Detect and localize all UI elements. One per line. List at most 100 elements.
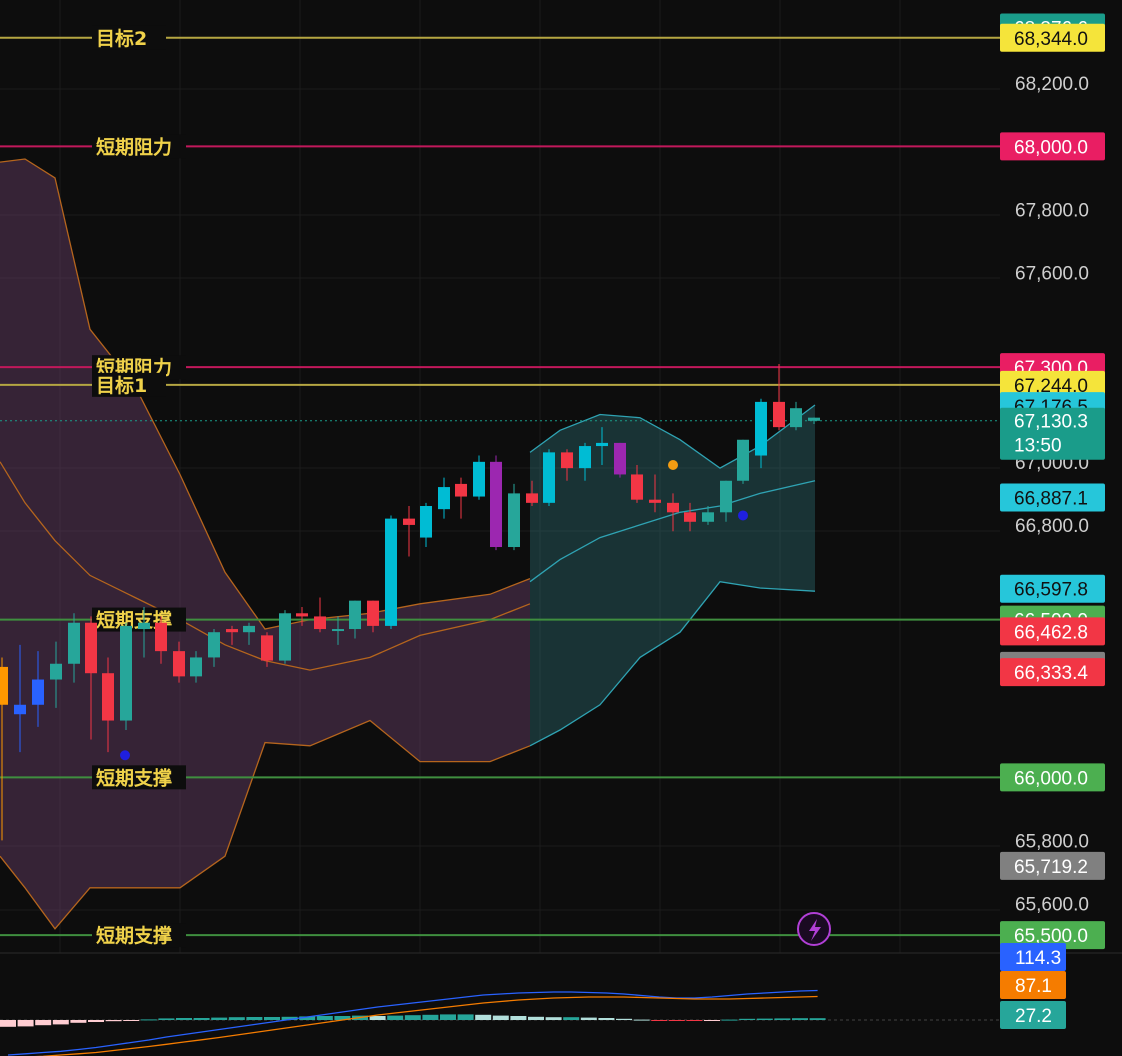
candle-body[interactable] — [614, 442, 626, 475]
candle[interactable] — [102, 657, 114, 753]
candle[interactable] — [490, 455, 502, 551]
candle[interactable] — [296, 606, 308, 626]
candle-body[interactable] — [138, 622, 150, 630]
candle[interactable] — [32, 651, 44, 727]
candle[interactable] — [755, 398, 767, 469]
candle-body[interactable] — [261, 635, 273, 661]
candle[interactable] — [790, 401, 802, 431]
candle[interactable] — [543, 449, 555, 507]
candle-body[interactable] — [50, 663, 62, 680]
candle-body[interactable] — [102, 673, 114, 721]
candle[interactable] — [420, 502, 432, 548]
candle[interactable] — [243, 622, 255, 645]
candle[interactable] — [737, 439, 749, 484]
candle[interactable] — [403, 506, 415, 557]
candle[interactable] — [68, 613, 80, 683]
candle[interactable] — [702, 506, 714, 525]
candle-body[interactable] — [455, 483, 467, 497]
lightning-icon[interactable] — [809, 919, 821, 941]
candle[interactable] — [455, 477, 467, 519]
candle-body[interactable] — [32, 679, 44, 705]
candle-body[interactable] — [473, 461, 485, 497]
candle-body[interactable] — [190, 657, 202, 677]
candle[interactable] — [50, 641, 62, 708]
candle-body[interactable] — [684, 512, 696, 522]
candle-body[interactable] — [596, 442, 608, 447]
candle[interactable] — [596, 427, 608, 465]
candle[interactable] — [173, 641, 185, 683]
candle-body[interactable] — [526, 493, 538, 503]
candle-body[interactable] — [0, 666, 8, 705]
candle-body[interactable] — [120, 625, 132, 721]
candle[interactable] — [279, 610, 291, 664]
candle-body[interactable] — [403, 518, 415, 525]
candle[interactable] — [120, 622, 132, 731]
candle-body[interactable] — [279, 613, 291, 661]
candle[interactable] — [684, 502, 696, 532]
candle[interactable] — [631, 464, 643, 503]
candle-body[interactable] — [508, 493, 520, 548]
candle[interactable] — [614, 442, 626, 478]
candle-body[interactable] — [208, 632, 220, 658]
candle[interactable] — [190, 651, 202, 683]
candle[interactable] — [208, 629, 220, 667]
candle-body[interactable] — [367, 600, 379, 626]
candle[interactable] — [332, 616, 344, 645]
candle[interactable] — [367, 600, 379, 633]
candle-body[interactable] — [808, 417, 820, 421]
candle[interactable] — [438, 477, 450, 519]
candle-body[interactable] — [720, 480, 732, 513]
candle-body[interactable] — [332, 629, 344, 632]
candle[interactable] — [261, 632, 273, 667]
candle-body[interactable] — [420, 506, 432, 538]
candle-body[interactable] — [438, 487, 450, 510]
candle[interactable] — [579, 442, 591, 481]
candle[interactable] — [85, 616, 97, 740]
candle-body[interactable] — [173, 651, 185, 677]
candle[interactable] — [773, 364, 785, 431]
candle[interactable] — [473, 455, 485, 500]
candle-body[interactable] — [631, 474, 643, 500]
candle[interactable] — [314, 597, 326, 633]
candle[interactable] — [138, 606, 150, 658]
candles[interactable] — [0, 364, 820, 841]
candle[interactable] — [667, 493, 679, 532]
candle-body[interactable] — [385, 518, 397, 626]
candle-body[interactable] — [790, 408, 802, 428]
candle[interactable] — [155, 616, 167, 664]
lightning-button[interactable] — [797, 912, 831, 946]
candle[interactable] — [14, 644, 26, 753]
candle-body[interactable] — [702, 512, 714, 522]
candle[interactable] — [649, 474, 661, 513]
candle-body[interactable] — [561, 452, 573, 469]
candle[interactable] — [808, 417, 820, 424]
candle[interactable] — [561, 449, 573, 481]
macd-pane[interactable] — [0, 989, 1000, 1056]
candle[interactable] — [508, 483, 520, 551]
candle-body[interactable] — [773, 401, 785, 428]
candle[interactable] — [226, 625, 238, 645]
candle-body[interactable] — [226, 629, 238, 633]
candle-body[interactable] — [155, 622, 167, 652]
candle-body[interactable] — [737, 439, 749, 481]
candle[interactable] — [0, 657, 8, 841]
candle-body[interactable] — [243, 625, 255, 633]
candle-body[interactable] — [68, 622, 80, 664]
candle[interactable] — [385, 515, 397, 630]
candle-body[interactable] — [85, 622, 97, 674]
candle-body[interactable] — [649, 499, 661, 503]
candle[interactable] — [526, 480, 538, 507]
candle-body[interactable] — [349, 600, 361, 630]
candle-body[interactable] — [490, 461, 502, 548]
candle[interactable] — [349, 600, 361, 639]
candle-body[interactable] — [314, 616, 326, 630]
candle[interactable] — [720, 480, 732, 522]
candle-body[interactable] — [543, 452, 555, 503]
candle-body[interactable] — [296, 613, 308, 617]
candle-body[interactable] — [579, 446, 591, 469]
candle-body[interactable] — [667, 502, 679, 513]
candle-body[interactable] — [14, 704, 26, 715]
candle-body[interactable] — [755, 401, 767, 456]
